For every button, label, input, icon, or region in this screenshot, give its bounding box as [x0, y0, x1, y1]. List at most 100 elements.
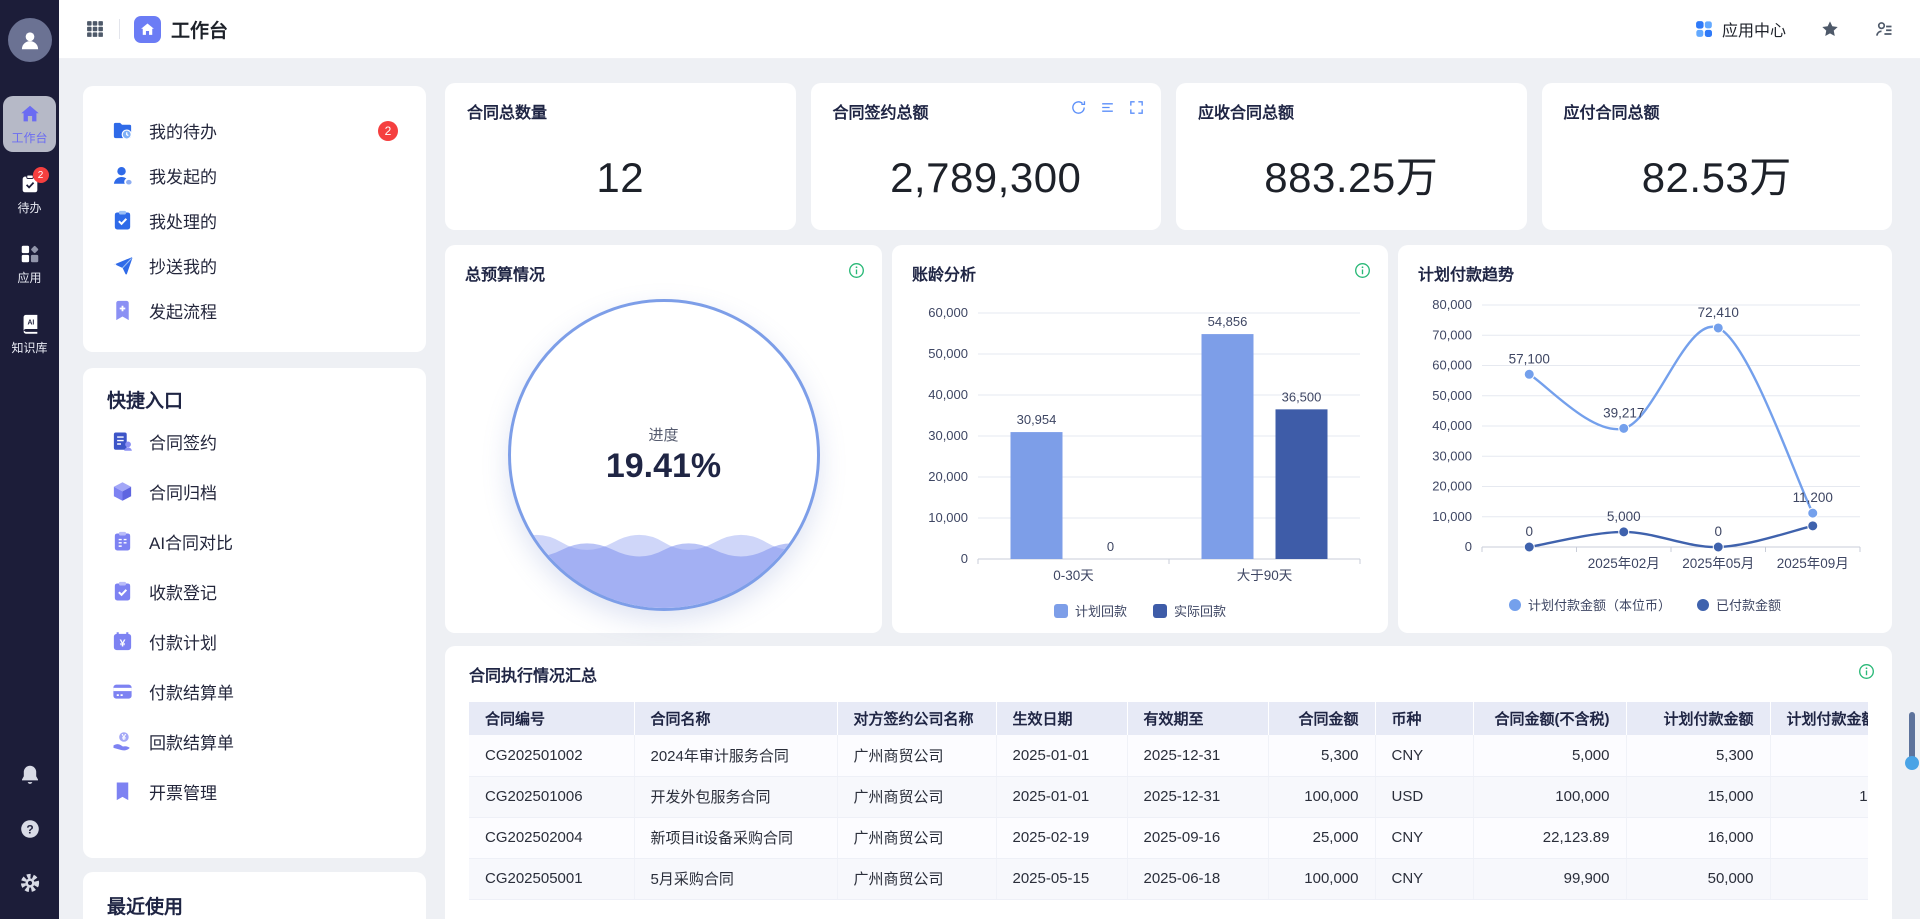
svg-text:72,410: 72,410 [1698, 305, 1739, 320]
svg-text:大于90天: 大于90天 [1237, 568, 1293, 583]
scrollbar-thumb[interactable] [1909, 712, 1915, 762]
info-icon[interactable] [1353, 261, 1372, 280]
stat-card-tools [1070, 99, 1145, 116]
table-cell: 100,000 [1268, 858, 1375, 899]
sidebar-item-label: 付款计划 [149, 629, 217, 654]
sidebar-item-付款结算单[interactable]: 付款结算单 [107, 666, 402, 716]
sidebar-item-label: 开票管理 [149, 779, 217, 804]
legend-label: 已付款金额 [1716, 595, 1781, 614]
legend-item[interactable]: 计划付款金额（本位币） [1509, 595, 1671, 614]
legend-item[interactable]: 已付款金额 [1697, 595, 1781, 614]
sidebar-item-抄送我的[interactable]: 抄送我的 [107, 243, 402, 288]
stat-value: 883.25万 [1176, 157, 1527, 199]
legend-swatch [1697, 599, 1709, 611]
table-row[interactable]: CG202502004新项目it设备采购合同广州商贸公司2025-02-1920… [469, 817, 1868, 858]
table-cell: 2025-09-16 [1127, 817, 1268, 858]
legend-item[interactable]: 计划回款 [1054, 601, 1127, 620]
sidebar-item-收款登记[interactable]: 收款登记 [107, 566, 402, 616]
profile-button[interactable] [1874, 19, 1894, 39]
table-row[interactable]: CG2025010022024年审计服务合同广州商贸公司2025-01-0120… [469, 735, 1868, 776]
svg-text:70,000: 70,000 [1432, 327, 1472, 342]
table-cell: 100,000 [1473, 776, 1626, 817]
aging-analysis-card: 账龄分析 010,00020,00030,00040,00050,00060,0… [892, 245, 1388, 633]
legend-swatch [1153, 604, 1167, 618]
svg-text:2025年05月: 2025年05月 [1682, 556, 1754, 571]
table-cell: 108,000 [1770, 776, 1868, 817]
table-cell: CNY [1375, 735, 1473, 776]
chart-title: 总预算情况 [465, 261, 862, 285]
sidebar-item-开票管理[interactable]: 开票管理 [107, 766, 402, 816]
refresh-icon[interactable] [1070, 99, 1087, 116]
main-content: 合同总数量 12 合同签约总额 2,789,300 应收合同总额 883.25万… [445, 83, 1892, 919]
table-cell: 25,000 [1268, 817, 1375, 858]
svg-text:0: 0 [1714, 524, 1722, 539]
page-scrollbar[interactable] [1906, 0, 1918, 919]
stat-title: 应收合同总额 [1198, 99, 1505, 123]
receipt-check-icon [111, 580, 134, 603]
avatar[interactable] [8, 18, 52, 62]
payment-trend-line-chart: 010,00020,00030,00040,00050,00060,00070,… [1418, 289, 1872, 614]
sidebar-item-我发起的[interactable]: 我发起的 [107, 153, 402, 198]
person-icon [111, 164, 134, 187]
table-cell: CG202502004 [469, 817, 634, 858]
fullscreen-icon[interactable] [1128, 99, 1145, 116]
table-cell: 2025-12-31 [1127, 735, 1268, 776]
rail-item-label: 待办 [17, 199, 41, 216]
sidebar-item-我处理的[interactable]: 我处理的 [107, 198, 402, 243]
column-header: 币种 [1375, 702, 1473, 735]
gear-icon[interactable] [18, 871, 42, 895]
sidebar-item-label: 合同签约 [149, 429, 217, 454]
table-header-row: 合同编号合同名称对方签约公司名称生效日期有效期至合同金额币种合同金额(不含税)计… [469, 702, 1868, 735]
quick-entry-title: 快捷入口 [107, 388, 402, 416]
rail-item-工作台[interactable]: 工作台 [3, 96, 56, 152]
stat-value: 12 [445, 157, 796, 199]
sidebar-item-合同签约[interactable]: 合同签约 [107, 416, 402, 466]
paper-plane-icon [111, 254, 134, 277]
rail-item-知识库[interactable]: AI知识库 [3, 306, 56, 362]
svg-text:10,000: 10,000 [928, 510, 968, 525]
sidebar-item-发起流程[interactable]: 发起流程 [107, 288, 402, 333]
rail-item-label: 知识库 [11, 339, 47, 356]
stat-card-signed-amount: 合同签约总额 2,789,300 [811, 83, 1162, 230]
gauge-text: 进度 19.41% [511, 424, 817, 486]
svg-text:50,000: 50,000 [1432, 388, 1472, 403]
sidebar-item-合同归档[interactable]: 合同归档 [107, 466, 402, 516]
column-header: 合同金额(不含税) [1473, 702, 1626, 735]
rail-item-待办[interactable]: 2待办 [3, 166, 56, 222]
stats-row: 合同总数量 12 合同签约总额 2,789,300 应收合同总额 883.25万… [445, 83, 1892, 230]
sidebar-item-label: 合同归档 [149, 479, 217, 504]
stat-title: 应付合同总额 [1564, 99, 1871, 123]
svg-text:54,856: 54,856 [1208, 314, 1248, 329]
legend-item[interactable]: 实际回款 [1153, 601, 1226, 620]
column-header: 合同编号 [469, 702, 634, 735]
bell-icon[interactable] [18, 763, 42, 787]
rail-item-应用[interactable]: 应用 [3, 236, 56, 292]
table-row[interactable]: CG202501006开发外包服务合同广州商贸公司2025-01-012025-… [469, 776, 1868, 817]
app-launcher-icon[interactable] [85, 19, 105, 39]
table-cell: CNY [1375, 858, 1473, 899]
table-row[interactable]: CG2025050015月采购合同广州商贸公司2025-05-152025-06… [469, 858, 1868, 899]
favorites-button[interactable] [1820, 19, 1840, 39]
table-cell: 2025-05-15 [996, 858, 1127, 899]
table-title: 合同执行情况汇总 [469, 662, 1868, 686]
table-scroll-area[interactable]: 合同编号合同名称对方签约公司名称生效日期有效期至合同金额币种合同金额(不含税)计… [469, 702, 1868, 900]
sidebar-item-回款结算单[interactable]: ¥回款结算单 [107, 716, 402, 766]
sidebar-item-AI合同对比[interactable]: AI合同对比 [107, 516, 402, 566]
budget-liquid-gauge: 进度 19.41% [508, 299, 820, 611]
help-icon[interactable]: ? [18, 817, 42, 841]
table-cell: 2025-12-31 [1127, 776, 1268, 817]
table-cell: 5,300 [1626, 735, 1770, 776]
stat-card-receivable: 应收合同总额 883.25万 [1176, 83, 1527, 230]
sidebar-item-付款计划[interactable]: ¥付款计划 [107, 616, 402, 666]
legend-label: 实际回款 [1174, 601, 1226, 620]
stat-value: 2,789,300 [811, 157, 1162, 199]
page-title: 工作台 [171, 16, 228, 43]
app-center-button[interactable]: 应用中心 [1694, 17, 1786, 41]
svg-text:5,000: 5,000 [1607, 509, 1641, 524]
home-icon [139, 21, 156, 38]
list-icon[interactable] [1099, 99, 1116, 116]
info-icon[interactable] [1857, 662, 1876, 681]
sidebar-item-我的待办[interactable]: 我的待办2 [107, 108, 402, 153]
table-cell: 5月采购合同 [634, 858, 837, 899]
info-icon[interactable] [847, 261, 866, 280]
